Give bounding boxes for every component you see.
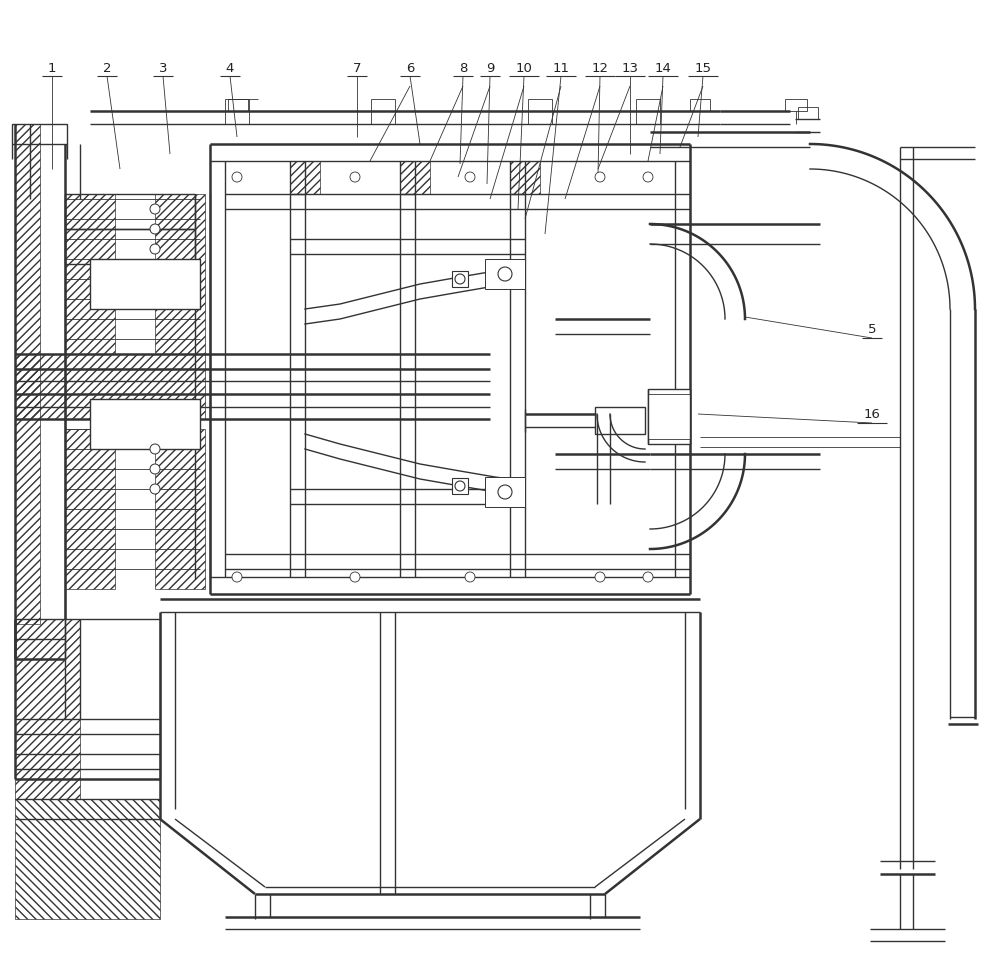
Circle shape bbox=[498, 485, 512, 500]
Circle shape bbox=[150, 445, 160, 455]
Bar bbox=[90, 400, 200, 450]
Bar bbox=[15, 355, 205, 420]
Text: 12: 12 bbox=[592, 62, 608, 74]
Bar bbox=[305, 161, 320, 195]
Circle shape bbox=[455, 481, 465, 491]
Circle shape bbox=[150, 245, 160, 255]
Bar bbox=[65, 195, 115, 355]
Bar bbox=[15, 619, 80, 800]
Text: 10: 10 bbox=[516, 62, 532, 74]
Circle shape bbox=[150, 484, 160, 495]
Bar bbox=[400, 161, 415, 195]
Text: 5: 5 bbox=[868, 323, 876, 336]
Bar bbox=[648, 395, 690, 439]
Bar bbox=[636, 100, 660, 111]
Text: 15: 15 bbox=[694, 62, 712, 74]
Bar bbox=[415, 161, 430, 195]
Bar bbox=[12, 125, 67, 145]
Text: 11: 11 bbox=[552, 62, 570, 74]
Bar bbox=[90, 259, 200, 309]
Circle shape bbox=[595, 173, 605, 183]
Bar bbox=[510, 161, 525, 195]
Bar bbox=[595, 407, 645, 434]
Circle shape bbox=[232, 173, 242, 183]
Text: 6: 6 bbox=[406, 62, 414, 74]
Bar bbox=[785, 100, 807, 111]
Bar bbox=[485, 259, 525, 289]
Bar bbox=[452, 272, 468, 287]
Bar bbox=[485, 478, 525, 507]
Text: 13: 13 bbox=[622, 62, 639, 74]
Bar bbox=[65, 195, 195, 230]
Bar bbox=[228, 100, 248, 111]
Bar bbox=[290, 161, 305, 195]
Bar bbox=[371, 100, 395, 111]
Bar bbox=[528, 100, 552, 111]
Circle shape bbox=[465, 573, 475, 582]
Text: 1: 1 bbox=[48, 62, 56, 74]
Text: 16: 16 bbox=[864, 408, 880, 421]
Bar bbox=[648, 389, 690, 445]
Circle shape bbox=[350, 573, 360, 582]
Text: 8: 8 bbox=[459, 62, 467, 74]
Bar bbox=[65, 430, 115, 589]
Circle shape bbox=[455, 275, 465, 284]
Circle shape bbox=[643, 573, 653, 582]
Circle shape bbox=[150, 225, 160, 234]
Text: 14: 14 bbox=[655, 62, 671, 74]
Bar bbox=[155, 195, 205, 355]
Circle shape bbox=[643, 173, 653, 183]
Bar bbox=[65, 230, 195, 264]
Bar bbox=[525, 161, 540, 195]
Text: 4: 4 bbox=[226, 62, 234, 74]
Text: 3: 3 bbox=[159, 62, 167, 74]
Bar bbox=[452, 479, 468, 495]
Bar bbox=[798, 108, 818, 120]
Circle shape bbox=[498, 268, 512, 282]
Text: 7: 7 bbox=[353, 62, 361, 74]
Bar bbox=[15, 800, 160, 919]
Circle shape bbox=[150, 205, 160, 214]
Bar bbox=[155, 430, 205, 589]
Circle shape bbox=[595, 573, 605, 582]
Bar bbox=[15, 125, 40, 625]
Circle shape bbox=[232, 573, 242, 582]
Bar bbox=[690, 100, 710, 111]
Text: 9: 9 bbox=[486, 62, 494, 74]
Text: 2: 2 bbox=[103, 62, 111, 74]
Circle shape bbox=[465, 173, 475, 183]
Bar bbox=[225, 100, 249, 111]
Circle shape bbox=[350, 173, 360, 183]
Circle shape bbox=[150, 464, 160, 475]
